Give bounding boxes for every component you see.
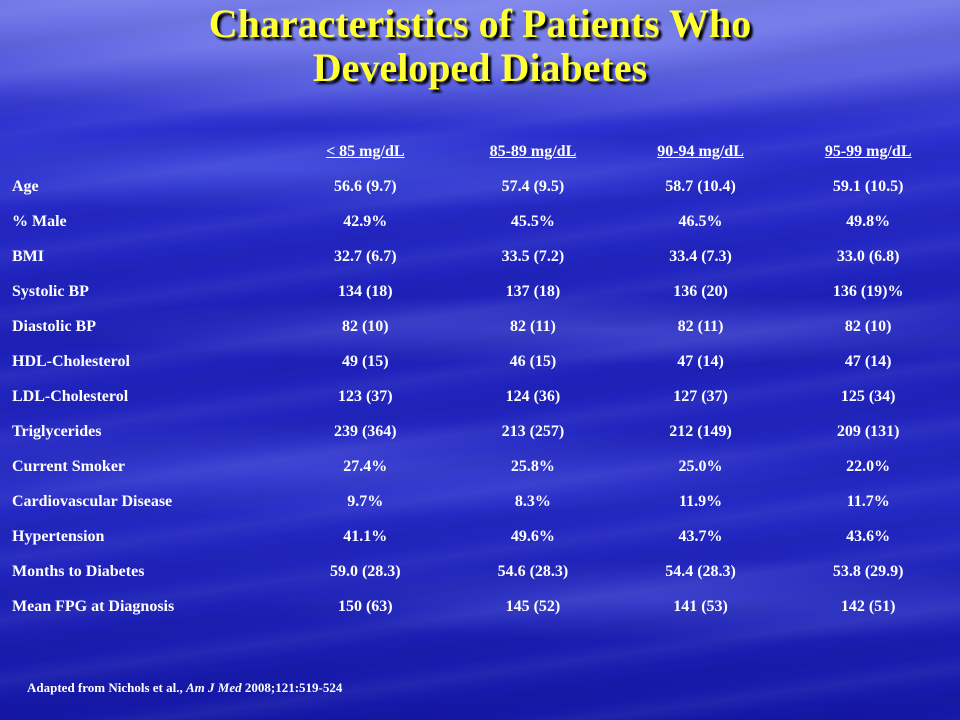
table-cell: 82 (11) (510, 317, 556, 335)
table-cell: 123 (37) (337, 387, 393, 405)
table-row: Age 56.6 (9.7) 57.4 (9.5) 58.7 (10.4) 59.1 (… (8, 169, 952, 204)
table-cell: 136 (19)% (832, 282, 904, 300)
table-cell: 22.0% (846, 457, 891, 475)
table-row: Triglycerides 239 (364) 213 (257) 212 (149)… (8, 414, 952, 449)
table-cell: 124 (36) (505, 387, 561, 405)
table-cell: 32.7 (6.7) (333, 247, 397, 265)
table-cell: 134 (18) (337, 282, 393, 300)
table-cell: 47 (14) (677, 352, 724, 370)
table-cell: 25.0% (678, 457, 723, 475)
table-row: LDL-Cholesterol 123 (37) 124 (36) 127 (37) 1… (8, 379, 952, 414)
table-cell: 41.1% (343, 527, 388, 545)
table-cell: 47 (14) (844, 352, 892, 370)
column-header: < 85 mg/dL (326, 142, 405, 160)
table-cell: 25.8% (510, 457, 555, 475)
column-header: 85-89 mg/dL (489, 142, 577, 160)
table-cell: 33.0 (6.8) (836, 247, 900, 265)
header-blank (8, 134, 282, 169)
slide-title: Characteristics of Patients Who Develope… (0, 2, 960, 90)
table-cell: 33.4 (7.3) (669, 247, 732, 265)
table-row: BMI 32.7 (6.7) 33.5 (7.2) 33.4 (7.3) 33.0 (6… (8, 239, 952, 274)
table-row: Hypertension 41.1% 49.6% 43.7% 43.6% (8, 519, 952, 554)
row-label: Months to Diabetes (12, 562, 145, 580)
table-cell: 46 (15) (509, 352, 557, 370)
table-cell: 150 (63) (337, 597, 393, 615)
table-cell: 125 (34) (840, 387, 896, 405)
table-cell: 53.8 (29.9) (832, 562, 904, 580)
table-row: Months to Diabetes 59.0 (28.3) 54.6 (28.3)… (8, 554, 952, 589)
table-row: HDL-Cholesterol 49 (15) 46 (15) 47 (14) 47 (… (8, 344, 952, 379)
row-label: Current Smoker (12, 457, 126, 475)
source-footnote: Adapted from Nichols et al., Am J Med 20… (27, 680, 342, 696)
row-label: Systolic BP (12, 282, 89, 300)
table-header-row: < 85 mg/dL 85-89 mg/dL 90-94 mg/dL 95-99… (8, 134, 952, 169)
table-cell: 11.7% (846, 492, 890, 510)
table-cell: 82 (10) (844, 317, 892, 335)
title-line-2: Developed Diabetes (312, 45, 648, 90)
characteristics-table: < 85 mg/dL 85-89 mg/dL 90-94 mg/dL 95-99… (8, 134, 952, 624)
table-row: Systolic BP 134 (18) 137 (18) 136 (20) 136 (… (8, 274, 952, 309)
table-cell: 57.4 (9.5) (501, 177, 565, 195)
table-row: Mean FPG at Diagnosis 150 (63) 145 (52) 141… (8, 589, 952, 624)
footnote-citation: 2008;121:519-524 (241, 680, 343, 695)
table-row: Cardiovascular Disease 9.7% 8.3% 11.9% 11.7% (8, 484, 952, 519)
row-label: Diastolic BP (12, 317, 96, 335)
footnote-journal: Am J Med (186, 680, 242, 695)
row-label: BMI (12, 247, 44, 265)
row-label: Cardiovascular Disease (12, 492, 173, 510)
title-line-1: Characteristics of Patients Who (208, 1, 752, 46)
table-cell: 82 (10) (341, 317, 389, 335)
table-cell: 136 (20) (673, 282, 728, 300)
table-cell: 59.1 (10.5) (832, 177, 904, 195)
table-cell: 43.7% (678, 527, 723, 545)
row-label: HDL-Cholesterol (12, 352, 130, 370)
table-cell: 49 (15) (341, 352, 389, 370)
table-cell: 212 (149) (669, 422, 732, 440)
table-cell: 11.9% (678, 492, 723, 510)
table-cell: 9.7% (347, 492, 384, 510)
table-cell: 43.6% (846, 527, 891, 545)
table-body: Age 56.6 (9.7) 57.4 (9.5) 58.7 (10.4) 59.1 (… (8, 169, 952, 624)
table-cell: 145 (52) (505, 597, 561, 615)
table-cell: 209 (131) (836, 422, 900, 440)
table-cell: 49.8% (846, 212, 891, 230)
table-row: Current Smoker 27.4% 25.8% 25.0% 22.0% (8, 449, 952, 484)
table-cell: 141 (53) (673, 597, 728, 615)
column-header: 95-99 mg/dL (824, 142, 912, 160)
table-cell: 33.5 (7.2) (501, 247, 565, 265)
row-label: % Male (12, 212, 67, 230)
row-label: Age (12, 177, 39, 195)
table-cell: 54.4 (28.3) (665, 562, 736, 580)
table-cell: 42.9% (343, 212, 388, 230)
table-cell: 45.5% (510, 212, 555, 230)
table-cell: 142 (51) (840, 597, 896, 615)
table-cell: 82 (11) (677, 317, 724, 335)
column-header: 90-94 mg/dL (657, 142, 744, 160)
table-row: Diastolic BP 82 (10) 82 (11) 82 (11) 82 (10) (8, 309, 952, 344)
table-cell: 54.6 (28.3) (497, 562, 569, 580)
table-cell: 56.6 (9.7) (333, 177, 397, 195)
table-cell: 239 (364) (333, 422, 397, 440)
table-cell: 59.0 (28.3) (329, 562, 401, 580)
table-cell: 8.3% (514, 492, 551, 510)
table-cell: 46.5% (678, 212, 723, 230)
table-cell: 213 (257) (501, 422, 565, 440)
table-cell: 127 (37) (673, 387, 728, 405)
row-label: LDL-Cholesterol (12, 387, 129, 405)
footnote-prefix: Adapted from Nichols et al., (27, 680, 187, 695)
row-label: Hypertension (12, 527, 105, 545)
table-cell: 49.6% (510, 527, 555, 545)
table-row: % Male 42.9% 45.5% 46.5% 49.8% (8, 204, 952, 239)
table-cell: 58.7 (10.4) (665, 177, 736, 195)
table-cell: 27.4% (343, 457, 388, 475)
table-cell: 137 (18) (505, 282, 561, 300)
row-label: Mean FPG at Diagnosis (12, 597, 175, 615)
row-label: Triglycerides (12, 422, 102, 440)
